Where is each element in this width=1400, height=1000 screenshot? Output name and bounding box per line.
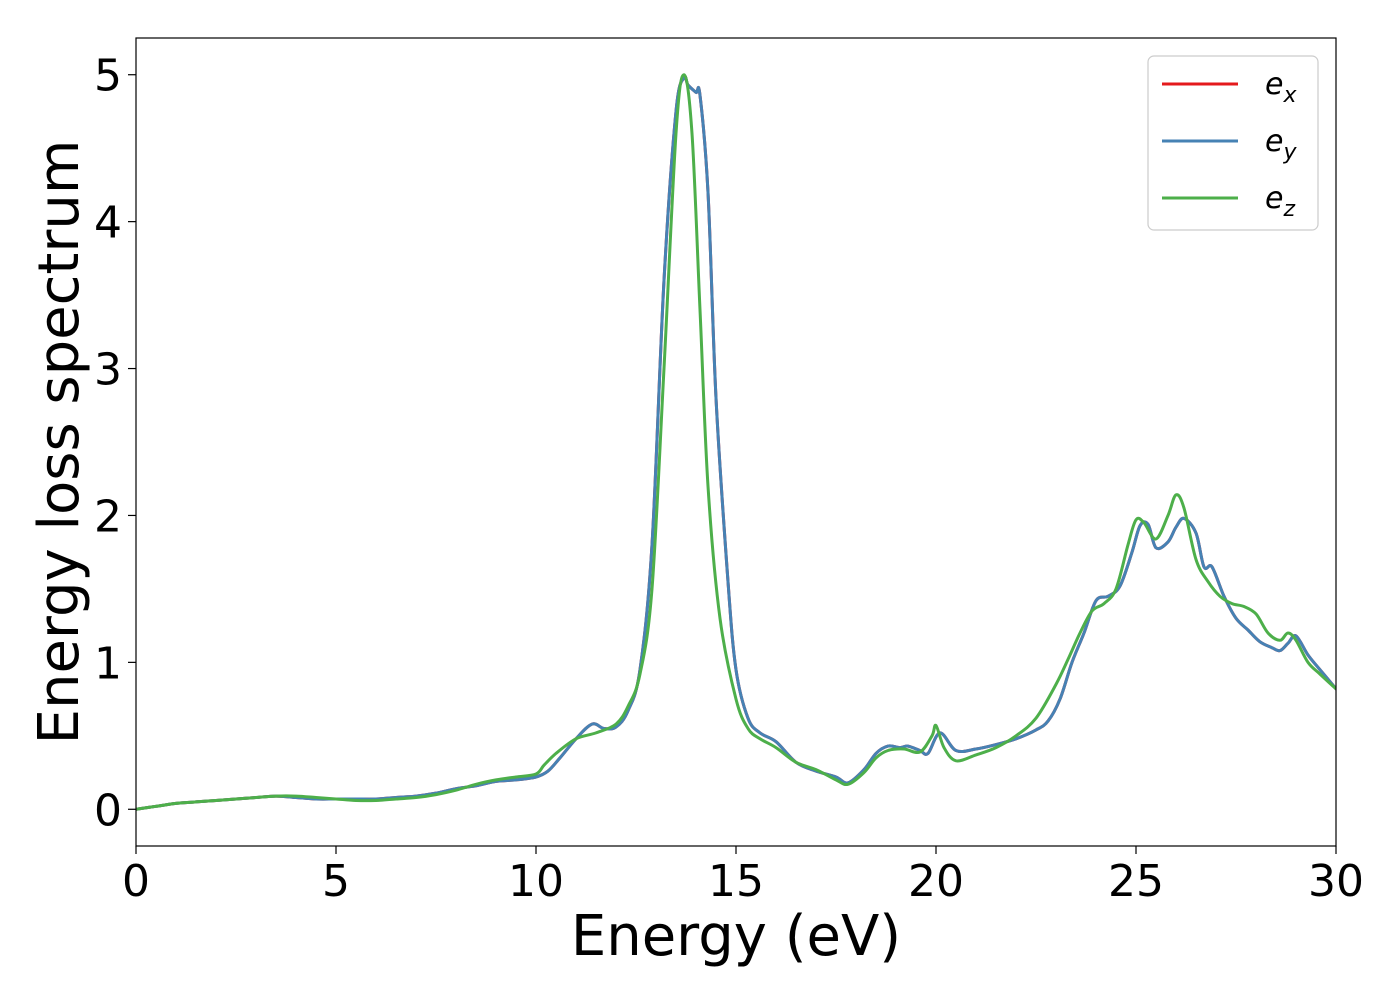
x-tick-label: 30: [1308, 856, 1364, 907]
y-tick-label: 5: [94, 51, 122, 102]
x-tick-label: 15: [708, 856, 764, 907]
y-tick-label: 3: [94, 345, 122, 396]
plot-area: [136, 38, 1336, 846]
y-axis-title: Energy loss spectrum: [27, 140, 92, 745]
y-tick-label: 0: [94, 785, 122, 836]
x-tick-label: 5: [322, 856, 350, 907]
series-layer: [136, 73, 1336, 811]
y-axis: 0 1 2 3 4 5: [94, 51, 136, 836]
y-tick-label: 1: [94, 638, 122, 689]
legend-label-z: ez: [1265, 181, 1295, 222]
x-tick-label: 10: [508, 856, 564, 907]
legend: ex ey ez: [1147, 55, 1319, 231]
x-tick-label: 20: [908, 856, 964, 907]
legend-label-x: ex: [1265, 67, 1297, 108]
x-tick-label: 25: [1108, 856, 1164, 907]
legend-box: [1147, 55, 1319, 231]
x-axis-title: Energy (eV): [571, 904, 901, 969]
legend-label-y: ey: [1265, 124, 1297, 165]
x-tick-label: 0: [122, 856, 150, 907]
x-axis: 0 5 10 15 20 25 30: [122, 846, 1364, 907]
y-tick-label: 2: [94, 491, 122, 542]
y-tick-label: 4: [94, 198, 122, 249]
series-line-z: [136, 73, 1336, 811]
